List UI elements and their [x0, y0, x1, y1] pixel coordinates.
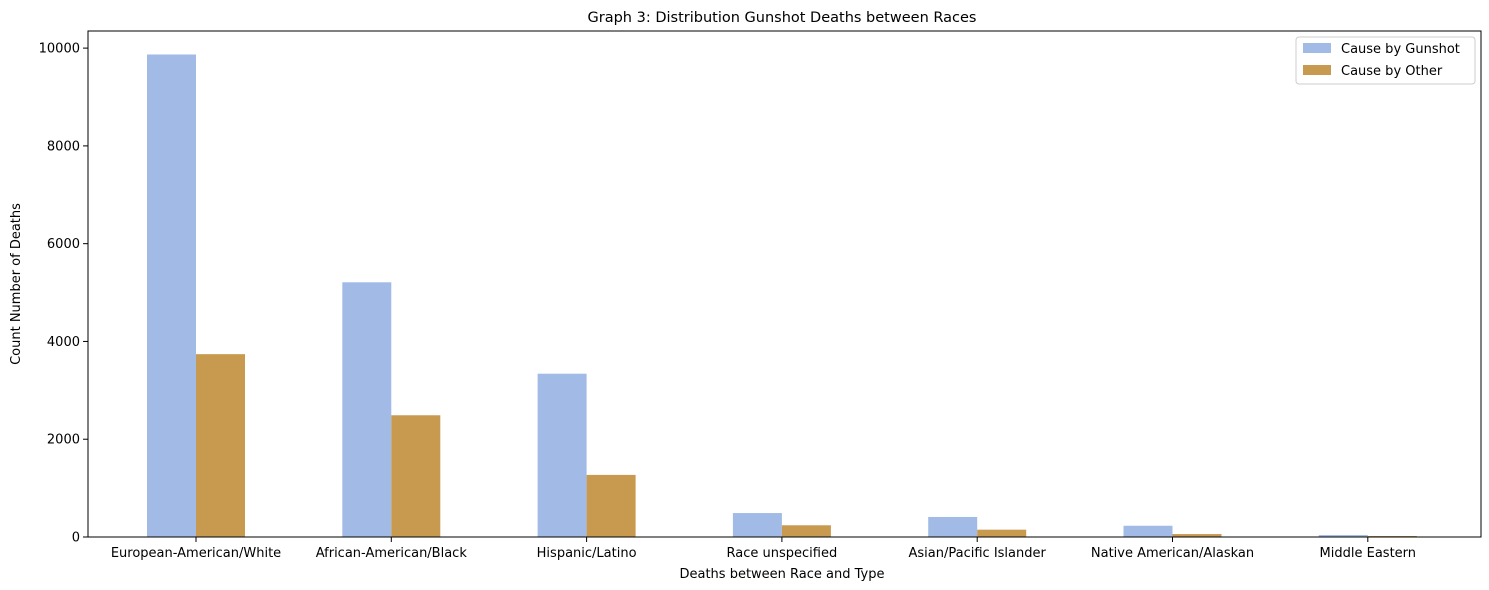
bar-gunshot-0 [147, 54, 196, 537]
bar-gunshot-1 [342, 282, 392, 537]
y-tick-label-5: 10000 [39, 42, 80, 57]
legend-label-other: Cause by Other [1341, 64, 1443, 79]
x-tick-label-1: African-American/Black [316, 546, 468, 561]
y-tick-label-4: 8000 [47, 139, 80, 154]
y-tick-label-0: 0 [72, 531, 80, 546]
bar-gunshot-2 [537, 373, 587, 537]
chart-title: Graph 3: Distribution Gunshot Deaths bet… [588, 10, 977, 26]
bar-other-1 [391, 415, 441, 537]
legend-swatch-other [1303, 65, 1331, 75]
bar-other-4 [977, 529, 1027, 537]
bar-gunshot-5 [1123, 525, 1173, 537]
x-tick-label-6: Middle Eastern [1320, 546, 1416, 561]
legend-frame [1295, 36, 1476, 85]
y-axis-label: Count Number of Deaths [9, 203, 24, 365]
bar-other-0 [196, 354, 245, 537]
x-tick-label-0: European-American/White [111, 546, 281, 561]
y-tick-label-2: 4000 [47, 335, 80, 350]
bar-other-2 [586, 474, 636, 537]
bar-gunshot-3 [732, 513, 782, 537]
y-axis: 0 2000 4000 6000 8000 10000 [39, 42, 88, 546]
legend-label-gunshot: Cause by Gunshot [1341, 42, 1460, 57]
x-tick-label-5: Native American/Alaskan [1091, 546, 1254, 561]
bar-gunshot-6 [1318, 535, 1368, 537]
bars-group [147, 54, 1417, 537]
x-tick-label-2: Hispanic/Latino [537, 546, 637, 561]
bar-gunshot-4 [928, 516, 978, 537]
x-tick-label-4: Asian/Pacific Islander [909, 546, 1047, 561]
bar-other-5 [1172, 534, 1222, 537]
plot-frame [87, 30, 1482, 538]
x-axis-label: Deaths between Race and Type [679, 567, 884, 582]
x-tick-label-3: Race unspecified [727, 546, 838, 561]
y-tick-label-1: 2000 [47, 433, 80, 448]
x-axis: European-American/White African-American/… [111, 537, 1416, 561]
bar-other-3 [781, 525, 831, 537]
y-tick-label-3: 6000 [47, 237, 80, 252]
legend: Cause by Gunshot Cause by Other [1295, 36, 1476, 85]
legend-swatch-gunshot [1303, 43, 1331, 53]
